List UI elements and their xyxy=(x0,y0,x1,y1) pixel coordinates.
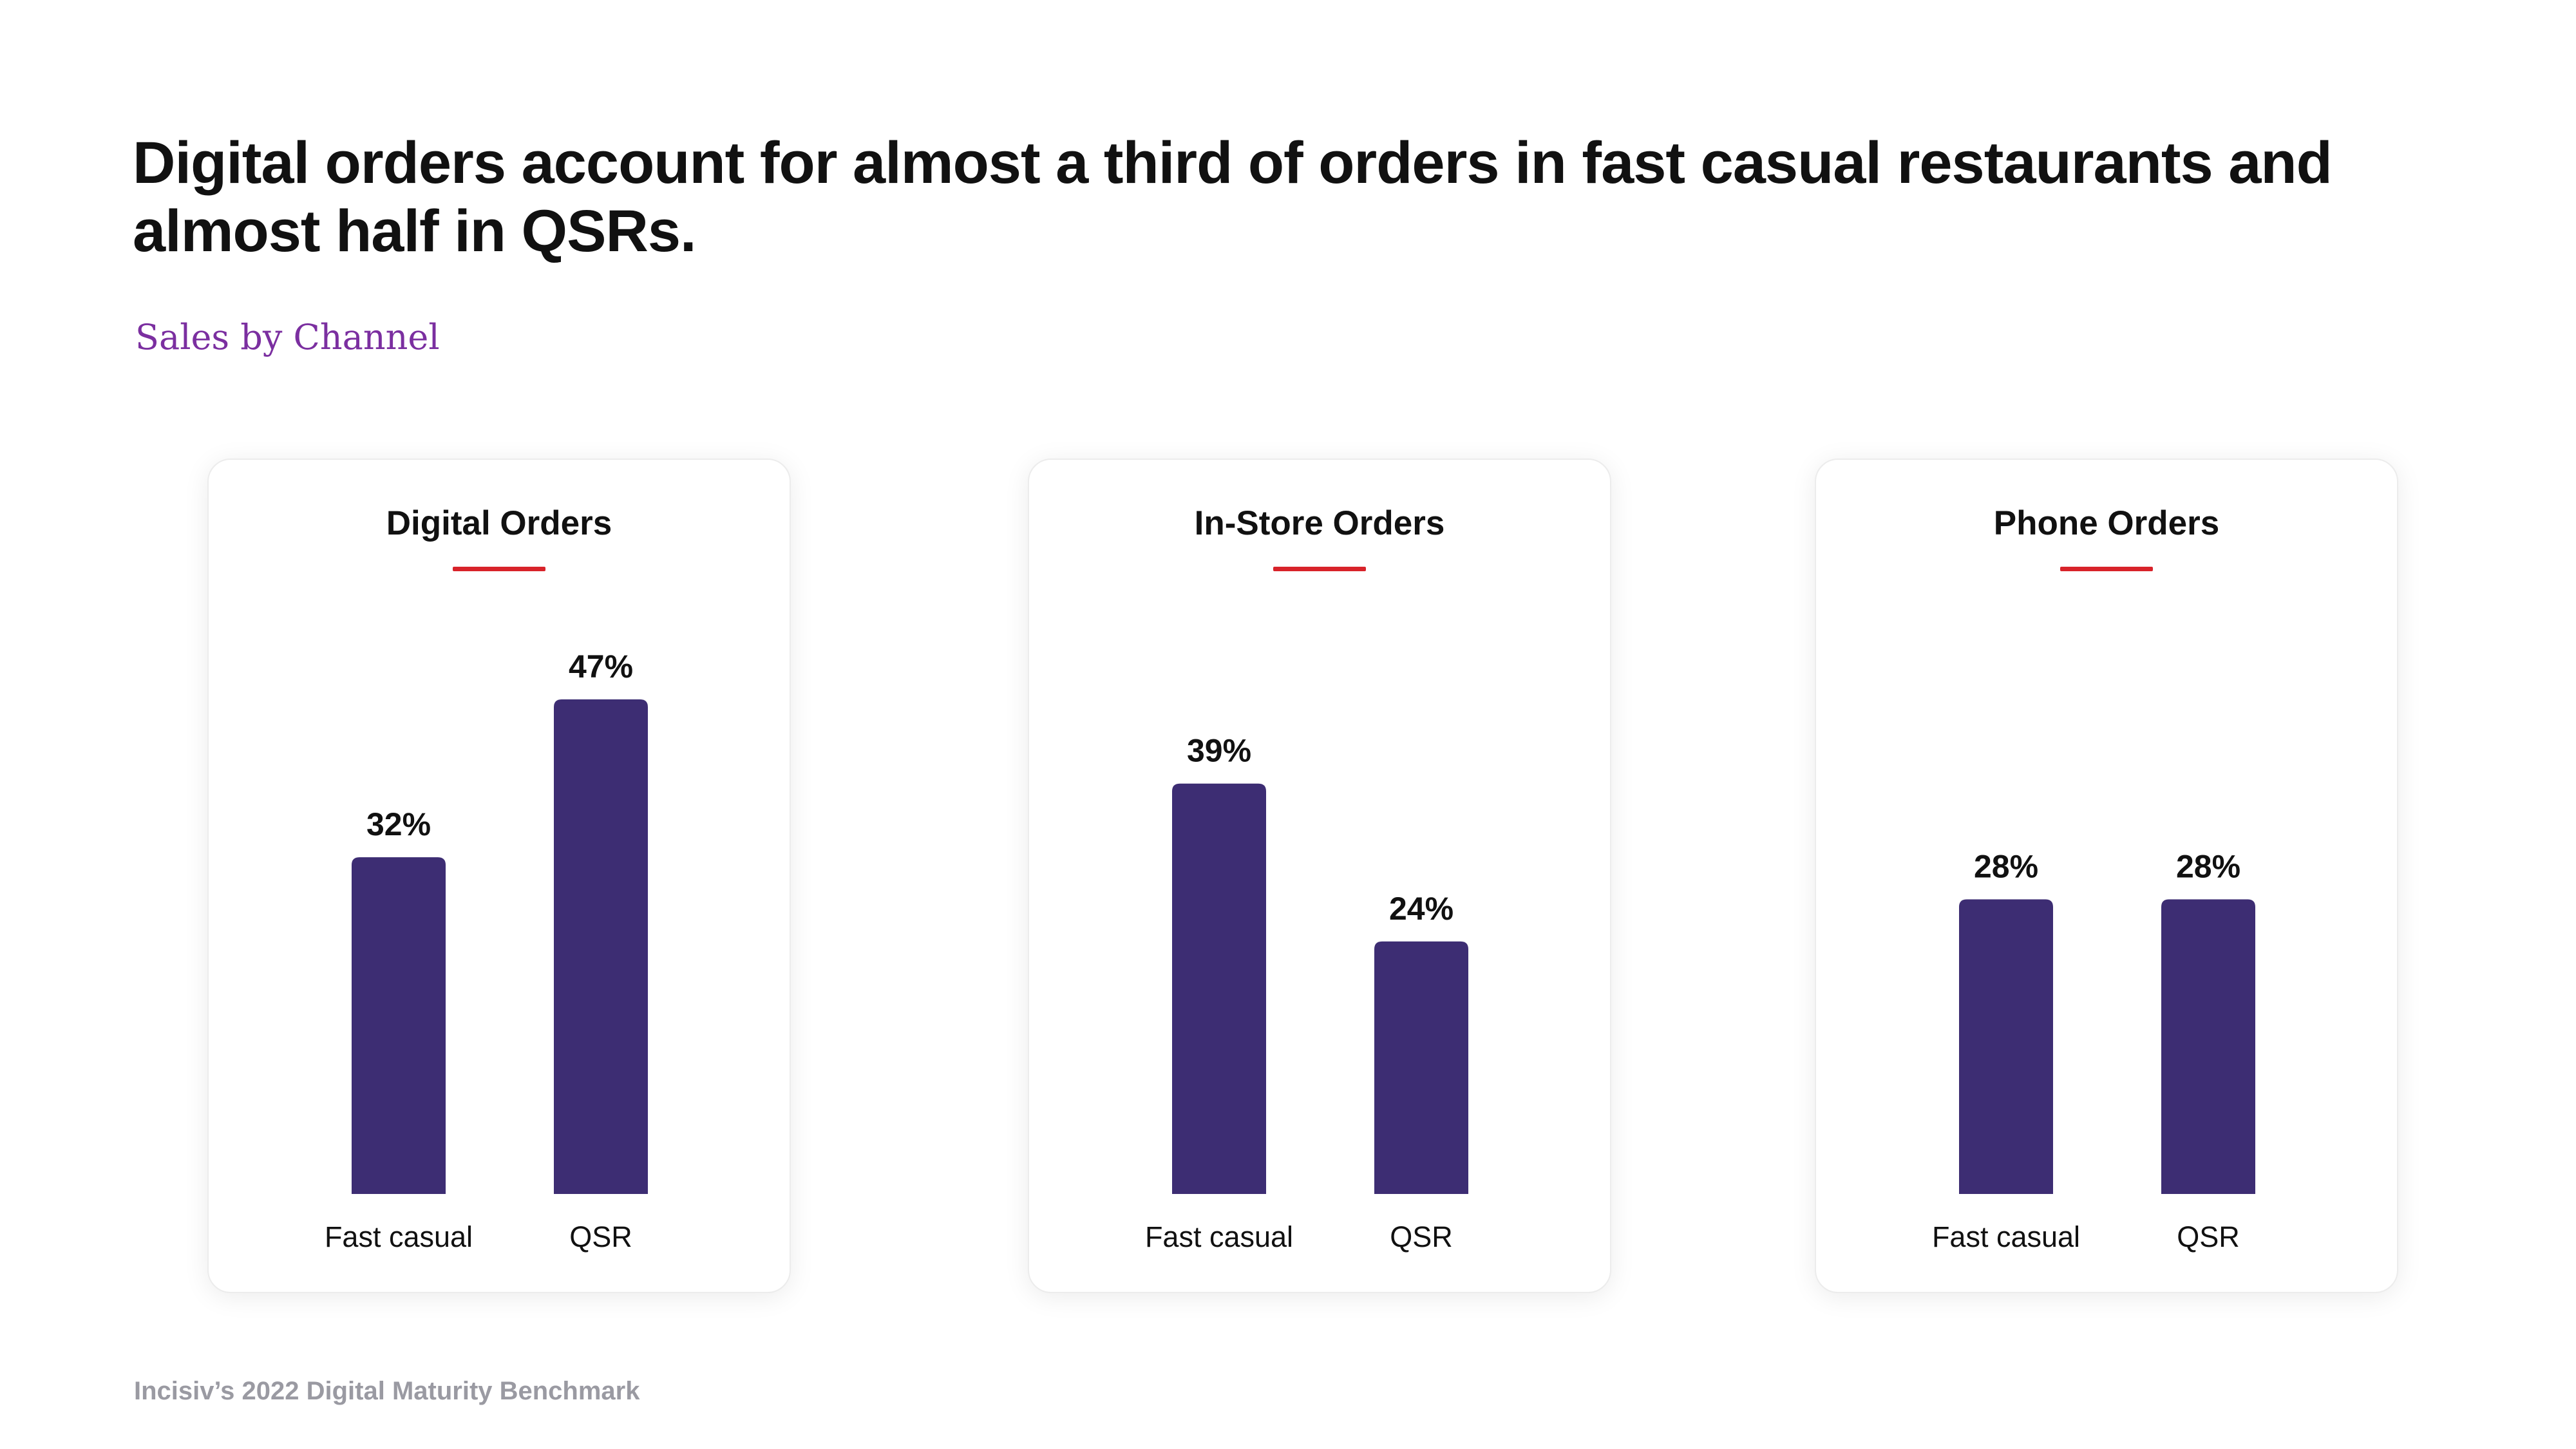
title-underline xyxy=(2060,567,2153,571)
data-label: 28% xyxy=(2176,848,2240,884)
bar-qsr xyxy=(554,699,648,1194)
page-title: Digital orders account for almost a thir… xyxy=(133,130,2333,264)
data-label: 47% xyxy=(569,649,633,685)
chart-title: Digital Orders xyxy=(386,504,612,542)
bar-qsr xyxy=(2161,899,2255,1194)
bar-fast-casual xyxy=(352,857,446,1194)
data-label: 28% xyxy=(1974,848,2038,884)
category-label: QSR xyxy=(1390,1220,1453,1253)
bar-fast-casual xyxy=(1959,899,2053,1194)
chart-card-in-store-orders: In-Store Orders 39% Fast casual 24% QSR xyxy=(1028,459,1611,1293)
category-label: Fast casual xyxy=(325,1220,473,1253)
category-label: Fast casual xyxy=(1145,1220,1293,1253)
chart-card-digital-orders: Digital Orders 32% Fast casual 47% QSR xyxy=(207,459,791,1293)
chart-title: Phone Orders xyxy=(1993,504,2220,542)
section-subtitle: Sales by Channel xyxy=(135,317,440,357)
bar-chart-in-store-orders: 39% Fast casual 24% QSR xyxy=(1145,733,1468,1253)
bar-chart-phone-orders: 28% Fast casual 28% QSR xyxy=(1932,848,2255,1253)
data-label: 32% xyxy=(366,806,431,842)
chart-title: In-Store Orders xyxy=(1194,504,1445,542)
category-label: Fast casual xyxy=(1932,1220,2080,1253)
source-note: Incisiv’s 2022 Digital Maturity Benchmar… xyxy=(134,1377,640,1405)
data-label: 24% xyxy=(1389,891,1454,927)
category-label: QSR xyxy=(569,1220,632,1253)
category-label: QSR xyxy=(2177,1220,2240,1253)
title-underline xyxy=(1273,567,1366,571)
data-label: 39% xyxy=(1187,733,1251,769)
bar-chart-digital-orders: 32% Fast casual 47% QSR xyxy=(325,649,648,1253)
chart-card-phone-orders: Phone Orders 28% Fast casual 28% QSR xyxy=(1815,459,2398,1293)
bar-fast-casual xyxy=(1172,783,1266,1194)
title-underline xyxy=(453,567,545,571)
bar-qsr xyxy=(1374,941,1468,1194)
